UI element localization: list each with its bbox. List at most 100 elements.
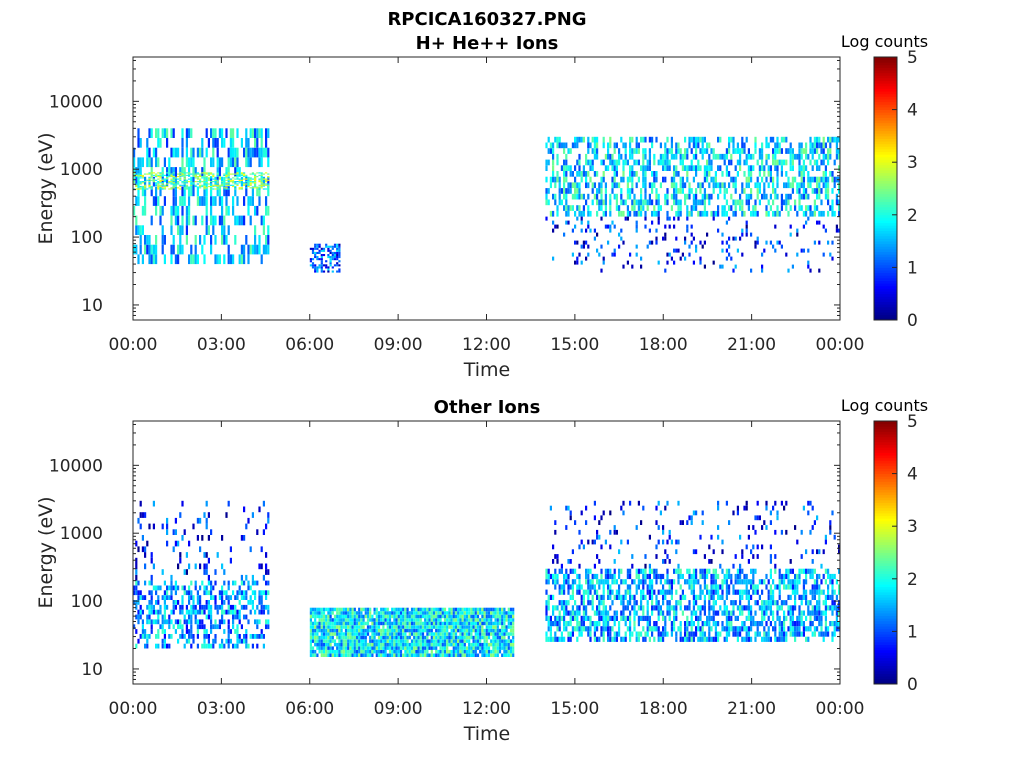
spectrogram-cell (314, 625, 317, 629)
spectrogram-cell (133, 157, 136, 168)
spectrogram-cell (818, 240, 821, 245)
x-axis-label: Time (463, 359, 511, 381)
spectrogram-cell (688, 631, 691, 637)
spectrogram-cell (163, 174, 166, 176)
spectrogram-cell (604, 626, 607, 632)
spectrogram-cell (758, 148, 761, 154)
spectrogram-cell (181, 609, 184, 615)
spectrogram-cell (203, 512, 206, 518)
spectrogram-cell (708, 193, 711, 200)
spectrogram-cell (194, 173, 197, 175)
spectrogram-cell (827, 240, 830, 245)
spectrogram-cell (776, 148, 779, 154)
spectrogram-cell (503, 649, 506, 654)
spectrogram-cell (666, 252, 669, 257)
spectrogram-cell (600, 594, 603, 600)
spectrogram-cell (216, 188, 219, 190)
spectrogram-cell (732, 589, 735, 595)
spectrogram-cell (232, 147, 235, 158)
colorbar-step (874, 220, 897, 224)
spectrogram-cell (642, 584, 645, 590)
spectrogram-cell (635, 636, 638, 642)
spectrogram-cell (443, 611, 447, 615)
spectrogram-cell (265, 128, 268, 138)
spectrogram-cell (177, 244, 180, 255)
spectrogram-cell (714, 210, 717, 217)
spectrogram-cell (730, 615, 733, 621)
spectrogram-cell (218, 177, 221, 179)
spectrogram-cell (750, 636, 753, 642)
spectrogram-cell (358, 607, 361, 612)
spectrogram-cell (602, 176, 605, 183)
spectrogram-cell (664, 589, 667, 595)
spectrogram-cell (141, 174, 144, 176)
spectrogram-cell (563, 193, 566, 200)
spectrogram-cell (668, 605, 671, 611)
spectrogram-cell (624, 153, 627, 160)
spectrogram-cell (342, 632, 345, 636)
spectrogram-cell (432, 614, 436, 619)
spectrogram-cell (609, 605, 612, 611)
spectrogram-cell (684, 594, 687, 600)
spectrogram-cell (646, 244, 649, 249)
spectrogram-cell (144, 188, 147, 190)
spectrogram-cell (835, 142, 838, 149)
spectrogram-cell (240, 638, 243, 644)
spectrogram-cell (340, 611, 343, 615)
spectrogram-cell (723, 610, 726, 616)
spectrogram-cell (435, 611, 438, 615)
spectrogram-cell (675, 589, 678, 595)
spectrogram-cell (371, 614, 374, 619)
spectrogram-cell (476, 611, 480, 615)
spectrogram-cell (243, 506, 246, 513)
spectrogram-cell (391, 625, 394, 629)
spectrogram-cell (329, 258, 332, 261)
spectrogram-cell (203, 624, 206, 630)
spectrogram-cell (734, 573, 737, 580)
spectrogram-cell (205, 196, 208, 206)
spectrogram-cell (651, 594, 654, 600)
spectrogram-cell (404, 625, 407, 629)
spectrogram-cell (360, 625, 363, 629)
spectrogram-cell (596, 610, 599, 616)
spectrogram-cell (424, 625, 427, 629)
spectrogram-cell (421, 639, 425, 643)
spectrogram-cell (591, 182, 594, 189)
spectrogram-cell (161, 638, 164, 644)
spectrogram-cell (675, 636, 678, 642)
spectrogram-cell (706, 171, 709, 177)
spectrogram-cell (375, 628, 378, 633)
spectrogram-cell (692, 165, 695, 171)
spectrogram-cell (681, 594, 684, 600)
spectrogram-cell (587, 615, 590, 621)
spectrogram-cell (741, 579, 744, 585)
spectrogram-cell (179, 244, 182, 255)
spectrogram-cell (428, 646, 431, 650)
spectrogram-cell (397, 618, 400, 622)
spectrogram-cell (769, 610, 772, 616)
spectrogram-cell (166, 590, 169, 596)
spectrogram-cell (728, 142, 731, 149)
spectrogram-cell (699, 165, 702, 171)
spectrogram-cell (811, 153, 814, 160)
spectrogram-cell (807, 205, 810, 211)
spectrogram-cell (690, 188, 693, 194)
spectrogram-cell (199, 517, 202, 524)
spectrogram-cell (591, 199, 594, 206)
spectrogram-cell (450, 632, 453, 636)
spectrogram-cell (148, 580, 151, 586)
spectrogram-cell (481, 642, 484, 647)
spectrogram-cell (172, 128, 175, 138)
spectrogram-cell (692, 153, 695, 160)
spectrogram-cell (349, 632, 352, 636)
spectrogram-cell (251, 172, 254, 174)
spectrogram-cell (338, 270, 341, 273)
spectrogram-cell (712, 182, 715, 189)
spectrogram-cell (265, 580, 268, 586)
spectrogram-cell (161, 128, 164, 138)
spectrogram-cell (150, 176, 153, 178)
spectrogram-cell (822, 252, 825, 257)
spectrogram-cell (472, 618, 475, 622)
spectrogram-cell (364, 611, 367, 615)
